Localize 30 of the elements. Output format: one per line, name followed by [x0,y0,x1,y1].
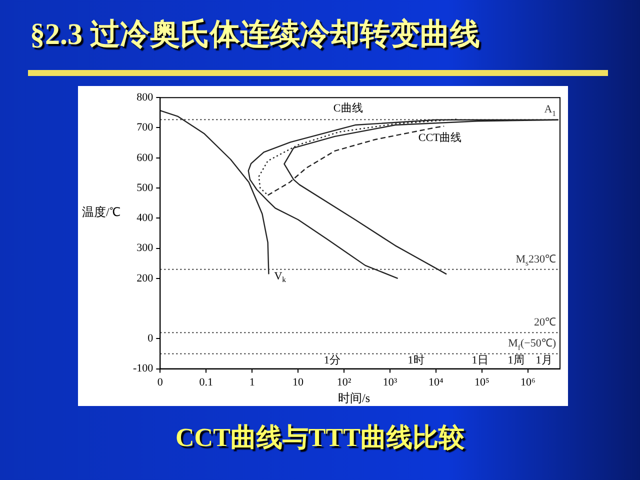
x-tick-label: 10² [336,376,352,388]
y-tick-label: 500 [136,182,154,194]
y-tick-label: -100 [132,362,154,375]
annotation: C曲线 [333,101,363,114]
x-tick-label: 10 [292,376,304,388]
y-tick-label: 0 [148,332,154,345]
text: CCT曲线与TTT曲线比较 [174,422,466,454]
annotation: 1分 [324,354,340,367]
annotation: CCT曲线 [418,131,462,144]
y-tick-label: 200 [136,272,154,284]
y-tick-label: 400 [136,212,154,224]
chart-title: §2.3 过冷奥氏体连续冷却转变曲线 [30,17,481,53]
ref-line-label: 20℃ [534,316,556,329]
y-tick-label: 600 [136,152,154,164]
annotation: 1周 [508,354,524,367]
annotation: 1月 [536,354,552,367]
x-axis-title: 时间/s [338,390,370,407]
y-axis-title: 温度/℃ [82,204,120,221]
annotation: 1时 [408,354,424,367]
x-tick-label: 10⁶ [520,376,536,388]
annotation: 1日 [472,354,488,367]
x-tick-label: 0 [157,376,164,388]
x-tick-label: 10⁴ [428,376,444,388]
x-tick-label: 10⁵ [474,376,490,388]
x-tick-label: 1 [249,376,255,388]
y-tick-label: 800 [136,91,154,104]
y-tick-label: 700 [136,122,154,134]
x-tick-label: 10³ [382,376,398,388]
x-tick-label: 0.1 [199,376,213,388]
y-tick-label: 300 [136,242,154,254]
